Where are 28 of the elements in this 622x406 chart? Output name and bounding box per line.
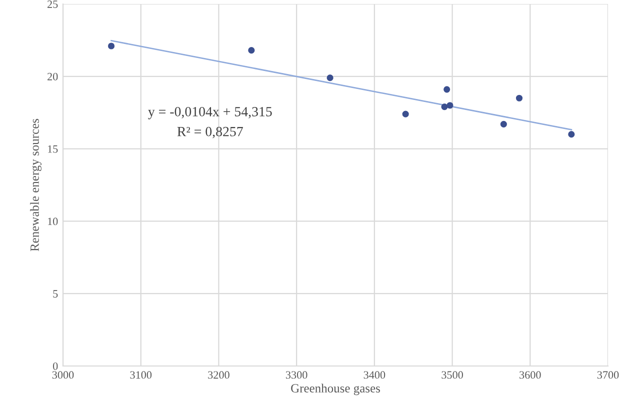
point <box>326 74 334 82</box>
x-tick-label: 3300 <box>286 371 308 379</box>
point <box>568 131 575 138</box>
point <box>248 47 255 54</box>
y-tick-label: 5 <box>53 290 58 298</box>
x-tick-label: 3400 <box>364 371 386 379</box>
point <box>402 110 409 118</box>
point <box>444 86 450 93</box>
y-tick-label: 0 <box>53 362 58 370</box>
point <box>108 42 115 50</box>
x-tick-label: 3000 <box>52 371 74 379</box>
point <box>500 120 507 128</box>
y-tick-label: 10 <box>48 218 58 226</box>
x-tick-label: 3600 <box>520 371 541 379</box>
point <box>441 104 448 110</box>
x-tick-label: 3500 <box>442 371 463 379</box>
y-axis-title: Renewable energy sources <box>30 118 42 252</box>
y-tick-label: 20 <box>48 72 58 80</box>
x-tick-label: 3700 <box>597 371 619 379</box>
x-axis-title: Greenhouse gases <box>291 384 380 396</box>
y-tick-label: 25 <box>48 0 58 8</box>
point <box>516 94 523 102</box>
annotation: y = -0,0104x + 54,315 <box>148 106 272 120</box>
point <box>446 102 454 109</box>
y-tick-label: 15 <box>48 145 58 153</box>
x-tick-label: 3200 <box>208 371 230 379</box>
annotation: R² = 0,8257 <box>177 126 243 138</box>
x-tick-label: 3100 <box>130 371 152 379</box>
